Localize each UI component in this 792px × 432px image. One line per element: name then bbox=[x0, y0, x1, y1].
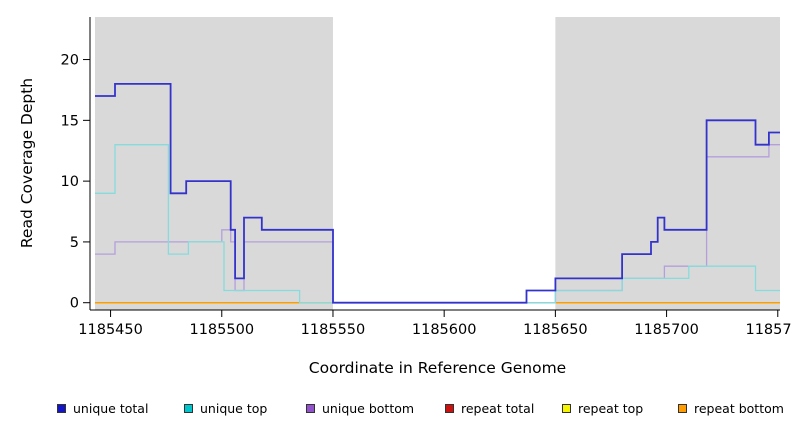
series-unique-top bbox=[95, 144, 780, 304]
legend-item-repeat-bottom: repeat bottom bbox=[678, 401, 784, 416]
legend-label: unique bottom bbox=[322, 401, 415, 416]
y-tick-label: 5 bbox=[70, 235, 79, 251]
y-tick-label: 10 bbox=[61, 174, 79, 190]
legend-swatch-repeat-top bbox=[562, 404, 571, 413]
legend-item-unique-top: unique top bbox=[184, 401, 267, 416]
y-tick-label: 20 bbox=[61, 53, 79, 69]
y-axis-label: Read Coverage Depth bbox=[18, 77, 36, 249]
legend-label: unique top bbox=[200, 401, 268, 416]
legend-label: repeat top bbox=[578, 401, 644, 416]
x-tick-label: 1185600 bbox=[412, 322, 477, 338]
shaded-region bbox=[555, 17, 780, 310]
x-tick-label: 1185650 bbox=[523, 322, 588, 338]
x-axis-label: Coordinate in Reference Genome bbox=[308, 359, 567, 377]
legend-label: unique total bbox=[73, 401, 149, 416]
legend-swatch-unique-bottom bbox=[306, 404, 315, 413]
legend-swatch-repeat-bottom bbox=[678, 404, 687, 413]
x-tick-label: 1185750 bbox=[745, 322, 792, 338]
legend-swatch-unique-top bbox=[184, 404, 193, 413]
series-unique-total bbox=[95, 83, 780, 304]
legend-item-repeat-top: repeat top bbox=[562, 401, 643, 416]
legend-item-unique-total: unique total bbox=[57, 401, 148, 416]
y-tick-label: 0 bbox=[70, 296, 79, 312]
shaded-region bbox=[95, 17, 333, 310]
x-tick-label: 1185700 bbox=[634, 322, 699, 338]
legend-label: repeat bottom bbox=[694, 401, 784, 416]
legend-label: repeat total bbox=[461, 401, 535, 416]
y-tick-label: 15 bbox=[61, 113, 79, 129]
legend-swatch-repeat-total bbox=[445, 404, 454, 413]
coverage-chart: 0 5 10 15 20 1185450 1185500 1185550 1185600 1185… bbox=[61, 17, 792, 338]
legend-swatch-unique-total bbox=[57, 404, 66, 413]
legend-item-repeat-total: repeat total bbox=[445, 401, 534, 416]
x-tick-label: 1185450 bbox=[78, 322, 143, 338]
legend-item-unique-bottom: unique bottom bbox=[306, 401, 414, 416]
x-tick-label: 1185550 bbox=[301, 322, 366, 338]
x-tick-label: 1185500 bbox=[189, 322, 254, 338]
